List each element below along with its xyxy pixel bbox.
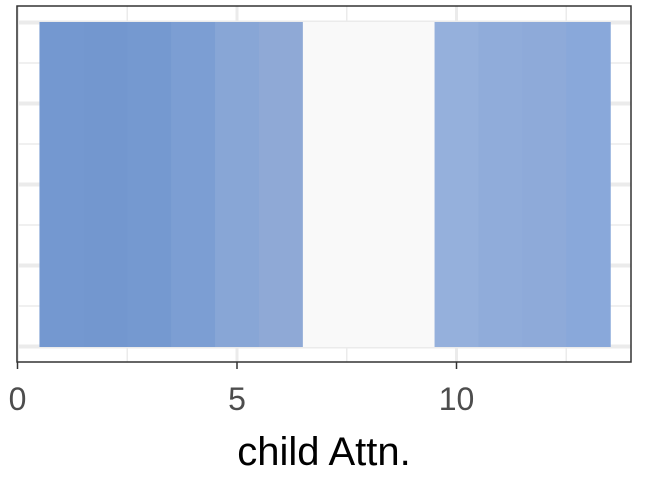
x-axis-title: child Attn. bbox=[237, 430, 410, 474]
tile-12 bbox=[522, 22, 567, 347]
tile-4 bbox=[171, 22, 216, 347]
tile-9 bbox=[390, 22, 436, 347]
tile-7 bbox=[302, 22, 348, 347]
tile-5 bbox=[215, 22, 260, 347]
panel-border bbox=[16, 5, 632, 363]
x-tick-label-1: 5 bbox=[228, 381, 246, 417]
tile-11 bbox=[478, 22, 523, 347]
tiles bbox=[39, 22, 611, 347]
tile-10 bbox=[434, 22, 480, 347]
tile-6 bbox=[258, 22, 304, 347]
tile-2 bbox=[83, 22, 128, 347]
x-tick-label-2: 10 bbox=[439, 381, 475, 417]
tile-13 bbox=[566, 22, 611, 347]
tile-8 bbox=[346, 22, 392, 347]
tile-3 bbox=[127, 22, 172, 347]
x-tick-label-0: 0 bbox=[9, 381, 27, 417]
tile-1 bbox=[39, 22, 84, 347]
x-axis-ticks: 0 5 10 bbox=[9, 362, 475, 417]
